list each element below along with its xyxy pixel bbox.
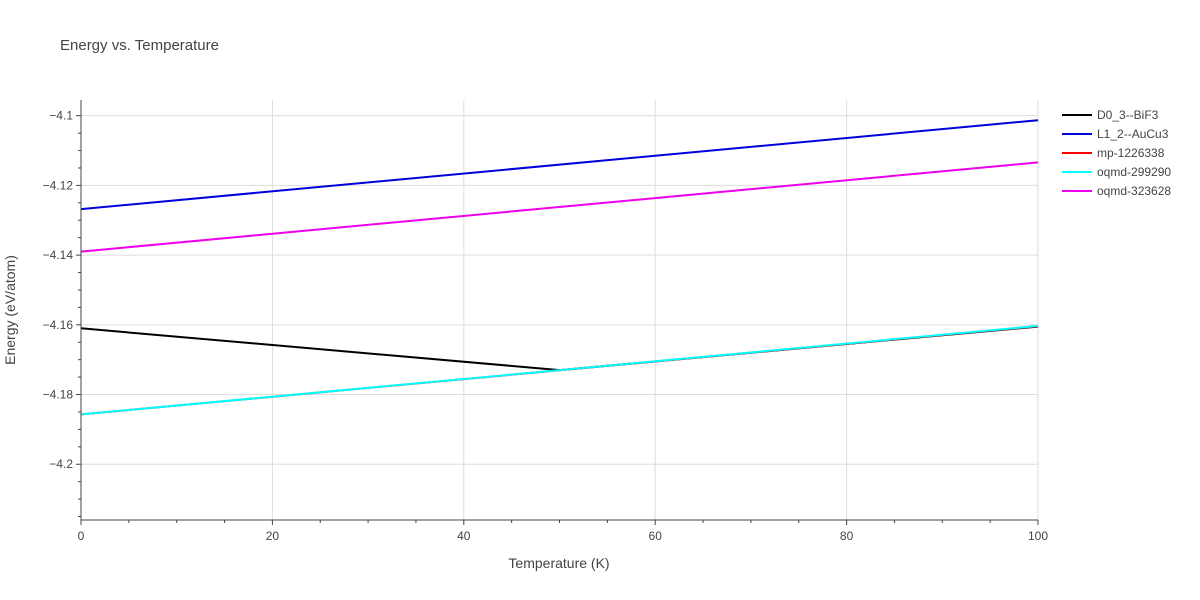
legend-label: oqmd-323628 <box>1097 184 1171 198</box>
axes <box>80 100 1038 521</box>
y-axis-ticks: −4.1 −4.12 −4.14 −4.16 −4.18 −4.2 <box>43 109 81 518</box>
chart-title: Energy vs. Temperature <box>60 37 219 54</box>
legend-label: mp-1226338 <box>1097 146 1165 160</box>
legend-item[interactable]: L1_2--AuCu3 <box>1062 127 1169 141</box>
legend-item[interactable]: oqmd-299290 <box>1062 165 1171 179</box>
y-tick-label: −4.16 <box>43 318 74 332</box>
x-tick-label: 80 <box>840 529 854 543</box>
y-tick-label: −4.12 <box>43 178 74 192</box>
x-tick-label: 40 <box>457 529 471 543</box>
legend-item[interactable]: D0_3--BiF3 <box>1062 108 1159 122</box>
x-tick-label: 100 <box>1028 529 1048 543</box>
x-axis-title: Temperature (K) <box>508 555 609 571</box>
grid-lines <box>81 100 1039 520</box>
x-tick-label: 60 <box>649 529 663 543</box>
y-tick-label: −4.18 <box>43 388 74 402</box>
series-line-oqmd-323628 <box>80 161 1039 253</box>
legend-item[interactable]: mp-1226338 <box>1062 146 1165 160</box>
legend-label: oqmd-299290 <box>1097 165 1171 179</box>
y-axis-title: Energy (eV/atom) <box>2 255 18 365</box>
series-line-D0_3--BiF3 <box>80 325 1039 372</box>
x-axis-ticks: 0 20 40 60 80 100 <box>78 520 1048 543</box>
x-tick-label: 0 <box>78 529 85 543</box>
legend-label: L1_2--AuCu3 <box>1097 127 1169 141</box>
plot-area <box>80 119 1039 416</box>
y-tick-label: −4.2 <box>49 457 73 471</box>
legend-item[interactable]: oqmd-323628 <box>1062 184 1171 198</box>
series-line-oqmd-299290 <box>80 324 1039 416</box>
y-tick-label: −4.14 <box>43 248 74 262</box>
series-line-L1_2--AuCu3 <box>80 119 1039 211</box>
y-tick-label: −4.1 <box>49 109 73 123</box>
legend-label: D0_3--BiF3 <box>1097 108 1159 122</box>
legend[interactable]: D0_3--BiF3 L1_2--AuCu3 mp-1226338 oqmd-2992… <box>1062 108 1171 198</box>
x-tick-label: 20 <box>266 529 280 543</box>
